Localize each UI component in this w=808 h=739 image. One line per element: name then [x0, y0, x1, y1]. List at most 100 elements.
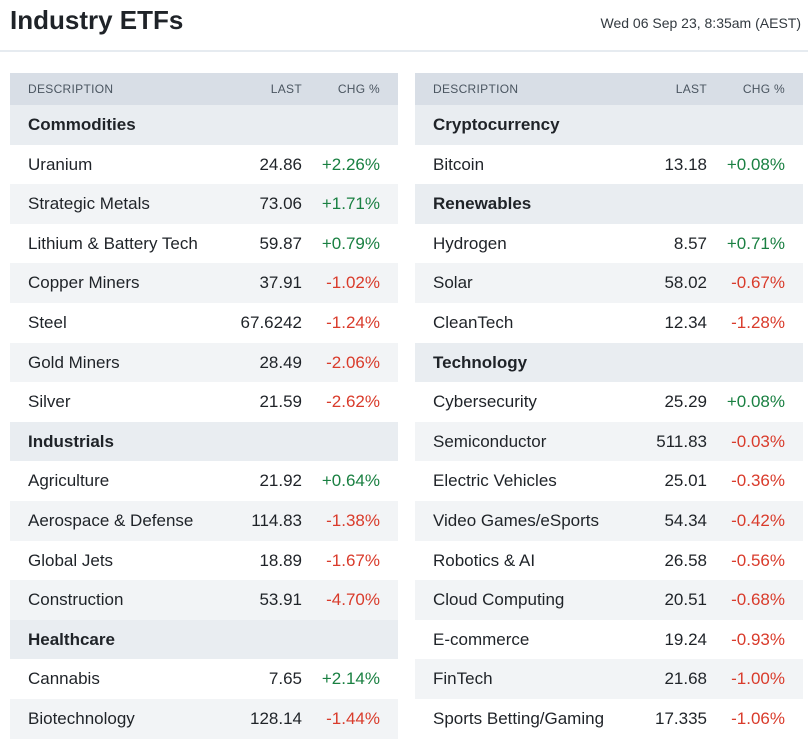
last-price: 54.34 [664, 510, 707, 530]
column-header-last[interactable]: LAST [675, 82, 707, 96]
table-row[interactable]: Cloud Computing 20.51 -0.68% [415, 580, 803, 620]
etf-name[interactable]: Cybersecurity [433, 392, 537, 412]
table-row[interactable]: Hydrogen 8.57 +0.71% [415, 224, 803, 264]
last-price: 25.29 [664, 392, 707, 412]
last-price: 128.14 [250, 708, 302, 728]
table-row[interactable]: Robotics & AI 26.58 -0.56% [415, 541, 803, 581]
table-row[interactable]: Uranium 24.86 +2.26% [10, 145, 398, 185]
etf-name[interactable]: Gold Miners [28, 352, 120, 372]
change-percent: -0.56% [731, 550, 785, 570]
table-row[interactable]: Lithium & Battery Tech 59.87 +0.79% [10, 224, 398, 264]
etf-table-left: DESCRIPTION LAST CHG % Commodities Uraniu… [10, 73, 398, 739]
etf-name[interactable]: Global Jets [28, 550, 114, 570]
change-percent: -1.28% [731, 312, 785, 332]
table-row[interactable]: Cybersecurity 25.29 +0.08% [415, 382, 803, 422]
last-price: 21.68 [664, 669, 707, 689]
etf-name[interactable]: Aerospace & Defense [28, 510, 194, 530]
etf-name[interactable]: Lithium & Battery Tech [28, 233, 198, 253]
etf-name[interactable]: Copper Miners [28, 273, 140, 293]
etf-name[interactable]: Robotics & AI [433, 550, 536, 570]
table-row[interactable]: Agriculture 21.92 +0.64% [10, 461, 398, 501]
change-percent: +0.79% [321, 233, 380, 253]
change-percent: -1.67% [326, 550, 380, 570]
etf-name[interactable]: Semiconductor [433, 431, 547, 451]
table-row[interactable]: Strategic Metals 73.06 +1.71% [10, 184, 398, 224]
etf-name[interactable]: Construction [28, 590, 124, 610]
change-percent: -1.44% [326, 708, 380, 728]
table-row[interactable]: Steel 67.6242 -1.24% [10, 303, 398, 343]
etf-name[interactable]: Steel [28, 312, 67, 332]
group-header: Healthcare [10, 619, 398, 660]
etf-name[interactable]: FinTech [433, 669, 493, 689]
change-percent: -1.00% [731, 669, 785, 689]
table-row[interactable]: E-commerce 19.24 -0.93% [415, 620, 803, 660]
change-percent: +2.26% [321, 154, 380, 174]
change-percent: -4.70% [326, 590, 380, 610]
etf-name[interactable]: Agriculture [28, 471, 110, 491]
last-price: 12.34 [664, 312, 707, 332]
table-row[interactable]: Aerospace & Defense 114.83 -1.38% [10, 500, 398, 541]
table-row[interactable]: Cannabis 7.65 +2.14% [10, 659, 398, 699]
etf-name[interactable]: Biotechnology [28, 708, 135, 728]
last-price: 73.06 [259, 194, 302, 214]
change-percent: -2.06% [326, 352, 380, 372]
etf-name[interactable]: CleanTech [433, 312, 514, 332]
group-label: Industrials [28, 431, 114, 451]
etf-name[interactable]: Uranium [28, 154, 93, 174]
change-percent: -1.02% [326, 273, 380, 293]
last-price: 28.49 [259, 352, 302, 372]
table-row[interactable]: Video Games/eSports 54.34 -0.42% [415, 500, 803, 541]
etf-name[interactable]: Strategic Metals [28, 194, 150, 214]
table-row[interactable]: Bitcoin 13.18 +0.08% [415, 145, 803, 185]
etf-name[interactable]: Bitcoin [433, 154, 485, 174]
last-price: 37.91 [259, 273, 302, 293]
etf-name[interactable]: Cloud Computing [433, 590, 565, 610]
column-header-last[interactable]: LAST [270, 82, 302, 96]
last-price: 20.51 [664, 590, 707, 610]
group-header: Commodities [10, 105, 398, 145]
table-row[interactable]: Copper Miners 37.91 -1.02% [10, 263, 398, 303]
last-price: 26.58 [664, 550, 707, 570]
table-body: Cryptocurrency Bitcoin 13.18 +0.08% Renewabl… [415, 105, 803, 739]
change-percent: +0.64% [321, 471, 380, 491]
table-row[interactable]: Construction 53.91 -4.70% [10, 580, 398, 620]
group-header: Industrials [10, 421, 398, 462]
etf-name[interactable]: Solar [433, 273, 473, 293]
column-header-description[interactable]: DESCRIPTION [433, 82, 519, 96]
change-percent: -0.68% [731, 590, 785, 610]
etf-name[interactable]: Sports Betting/Gaming [433, 708, 605, 728]
table-row[interactable]: FinTech 21.68 -1.00% [415, 659, 803, 699]
change-percent: -0.67% [731, 273, 785, 293]
column-header-description[interactable]: DESCRIPTION [28, 82, 114, 96]
table-row[interactable]: Solar 58.02 -0.67% [415, 263, 803, 303]
table-row[interactable]: Semiconductor 511.83 -0.03% [415, 421, 803, 462]
table-row[interactable]: Electric Vehicles 25.01 -0.36% [415, 461, 803, 501]
group-label: Healthcare [28, 629, 115, 649]
table-row[interactable]: Sports Betting/Gaming 17.335 -1.06% [415, 699, 803, 739]
last-price: 18.89 [259, 550, 302, 570]
table-row[interactable]: Silver 21.59 -2.62% [10, 382, 398, 422]
etf-name[interactable]: Silver [28, 392, 71, 412]
etf-name[interactable]: Video Games/eSports [433, 510, 599, 530]
etf-name[interactable]: Electric Vehicles [433, 471, 557, 491]
etf-name[interactable]: Hydrogen [433, 233, 507, 253]
page-header: Industry ETFs Wed 06 Sep 23, 8:35am (AES… [0, 0, 808, 52]
column-header-change[interactable]: CHG % [337, 82, 380, 96]
etf-name[interactable]: E-commerce [433, 629, 530, 649]
group-label: Cryptocurrency [433, 115, 560, 134]
table-body: Commodities Uranium 24.86 +2.26% Strategic M… [10, 105, 398, 739]
timestamp: Wed 06 Sep 23, 8:35am (AEST) [600, 15, 801, 31]
etf-name[interactable]: Cannabis [28, 669, 100, 689]
column-header-change[interactable]: CHG % [742, 82, 785, 96]
change-percent: -0.03% [731, 431, 785, 451]
last-price: 21.59 [259, 392, 302, 412]
table-row[interactable]: Biotechnology 128.14 -1.44% [10, 698, 398, 739]
change-percent: +0.08% [726, 392, 785, 412]
last-price: 24.86 [259, 154, 302, 174]
table-row[interactable]: CleanTech 12.34 -1.28% [415, 303, 803, 343]
table-row[interactable]: Gold Miners 28.49 -2.06% [10, 342, 398, 383]
last-price: 8.57 [673, 233, 707, 253]
last-price: 53.91 [259, 590, 302, 610]
table-row[interactable]: Global Jets 18.89 -1.67% [10, 541, 398, 581]
change-percent: -1.38% [326, 510, 380, 530]
